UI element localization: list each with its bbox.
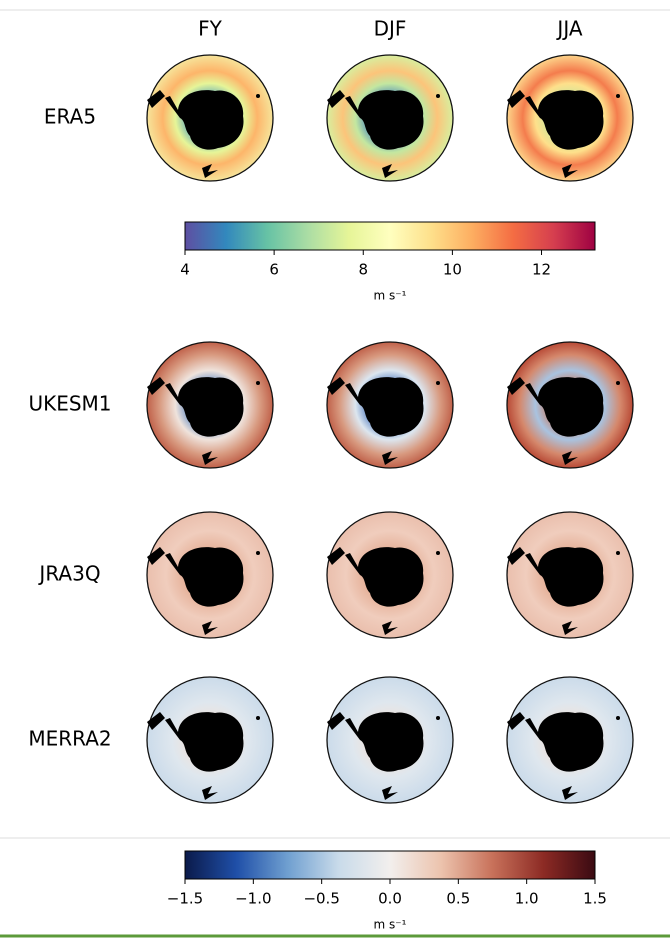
land <box>202 451 218 465</box>
land <box>382 164 398 178</box>
tick-label: 8 <box>358 261 368 279</box>
row-label: MERRA2 <box>28 727 111 751</box>
map <box>326 511 454 639</box>
island <box>256 716 260 720</box>
island <box>616 551 620 555</box>
island <box>616 94 620 98</box>
land <box>507 90 525 108</box>
tick-label: 1.0 <box>515 890 539 908</box>
land <box>202 164 218 178</box>
island <box>616 716 620 720</box>
row-label: UKESM1 <box>28 392 111 416</box>
land <box>202 786 218 800</box>
tick-label: 0.0 <box>378 890 402 908</box>
colorbar <box>184 221 596 251</box>
land <box>382 451 398 465</box>
island <box>256 381 260 385</box>
island <box>436 381 440 385</box>
column-header: JJA <box>555 17 582 41</box>
map <box>146 341 274 469</box>
tick-label: 6 <box>269 261 279 279</box>
column-header: DJF <box>374 17 407 41</box>
land <box>147 712 165 730</box>
island <box>436 94 440 98</box>
map <box>506 676 634 804</box>
tick-label: −0.5 <box>303 890 339 908</box>
tick-label: 10 <box>443 261 462 279</box>
map <box>146 511 274 639</box>
tick-label: 0.5 <box>446 890 470 908</box>
island <box>436 716 440 720</box>
island <box>616 381 620 385</box>
land <box>562 451 578 465</box>
map <box>146 676 274 804</box>
tick-label: 1.5 <box>583 890 607 908</box>
land <box>327 377 345 395</box>
map <box>146 54 274 182</box>
tick-label: 4 <box>180 261 190 279</box>
map <box>506 341 634 469</box>
column-header: FY <box>198 17 223 41</box>
land <box>562 786 578 800</box>
island <box>256 551 260 555</box>
land <box>147 377 165 395</box>
land <box>147 547 165 565</box>
island <box>256 94 260 98</box>
tick-label: −1.0 <box>235 890 271 908</box>
row-label: ERA5 <box>44 105 96 129</box>
map <box>506 54 634 182</box>
land <box>382 621 398 635</box>
land <box>562 621 578 635</box>
land <box>327 90 345 108</box>
colorbar-label: m s⁻¹ <box>374 918 407 932</box>
map <box>506 511 634 639</box>
row-label: JRA3Q <box>37 562 100 586</box>
map <box>326 341 454 469</box>
land <box>327 712 345 730</box>
land <box>147 90 165 108</box>
tick-label: 12 <box>532 261 551 279</box>
tick-label: −1.5 <box>167 890 203 908</box>
land <box>507 712 525 730</box>
land <box>327 547 345 565</box>
land <box>507 547 525 565</box>
colorbar-label: m s⁻¹ <box>374 289 407 303</box>
land <box>507 377 525 395</box>
map <box>326 54 454 182</box>
land <box>562 164 578 178</box>
island <box>436 551 440 555</box>
map <box>326 676 454 804</box>
colorbar <box>184 850 596 880</box>
land <box>202 621 218 635</box>
land <box>382 786 398 800</box>
